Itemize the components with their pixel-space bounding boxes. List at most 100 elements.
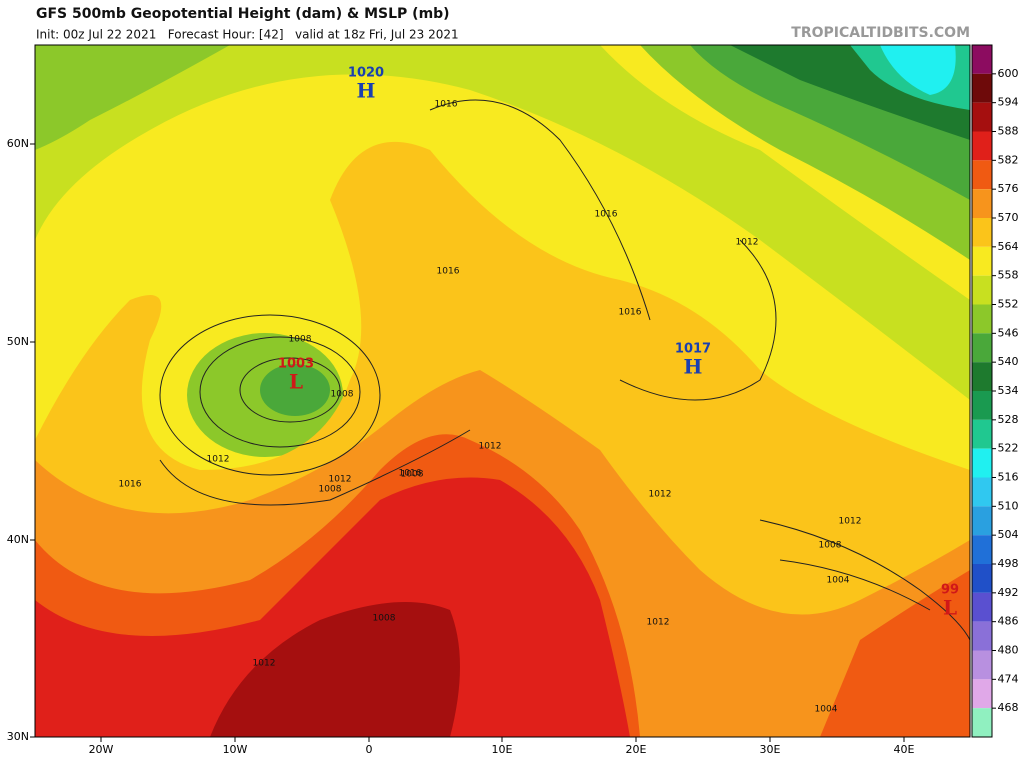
isobar-label: 1016 [619,308,642,318]
isobar-label: 1012 [647,618,670,628]
colorbar-swatch [972,708,992,737]
pressure-value: 1020 [348,66,384,81]
colorbar-swatch [972,477,992,507]
colorbar-swatch [972,679,992,709]
field-600 [210,602,460,737]
colorbar-label: 498 [998,557,1019,570]
colorbar-swatch [972,131,992,161]
isobar-label: 1012 [479,442,502,452]
colorbar-swatch [972,333,992,363]
pressure-symbol: H [357,79,376,103]
colorbar-swatch [972,218,992,247]
lat-label: 50N [7,335,29,348]
colorbar-label: 522 [998,442,1019,455]
colorbar-label: 582 [998,153,1019,166]
colorbar-label: 510 [998,499,1019,512]
isobar-label: 1012 [839,517,862,527]
colorbar-swatch [972,73,992,103]
isobar-label: 1004 [815,705,838,715]
low-field-558 [260,364,330,416]
isobar [239,357,341,423]
isobar-label: 1008 [319,485,342,495]
isobar-label: 1016 [435,100,458,110]
lat-label: 40N [7,533,29,546]
isobar [199,336,361,448]
subtitle: Init: 00z Jul 22 2021 Forecast Hour: [42… [36,28,459,42]
colorbar-swatch [972,564,992,593]
isobar-label: 1012 [253,659,276,669]
colorbar-swatch [972,304,992,334]
lat-label: 30N [7,730,29,743]
colorbar-swatch [972,102,992,132]
colorbar-swatch [972,275,992,305]
pressure-symbol: H [684,355,703,379]
isobar [429,99,651,321]
colorbar-swatch [972,448,992,478]
colorbar-label: 468 [998,701,1019,714]
pressure-value: 1017 [675,342,711,357]
colorbar-swatch [972,160,992,190]
isobar-label: 1012 [329,475,352,485]
isobar [619,239,777,401]
colorbar-label: 540 [998,355,1019,368]
isobar-label: 1008 [401,470,424,480]
colorbar-frame [971,44,993,738]
colorbar-label: 564 [998,240,1019,253]
colorbar-swatch [972,391,992,420]
colorbar-label: 504 [998,528,1019,541]
colorbar-swatch [972,506,992,536]
colorbar-swatch [972,246,992,276]
colorbar-label: 534 [998,384,1019,397]
isobar-label: 1008 [819,541,842,551]
colorbar-label: 600 [998,67,1019,80]
title: GFS 500mb Geopotential Height (dam) & MS… [36,6,450,22]
isobar-label: 1012 [207,455,230,465]
field-588-se [820,570,970,737]
isobar-label: 1008 [373,614,396,624]
colorbar-label: 474 [998,672,1019,685]
isobar-label: 1012 [649,490,672,500]
lon-label: 0 [366,743,373,756]
pressure-symbol: L [289,370,303,394]
lon-label: 40E [894,743,915,756]
field-558 [35,45,230,150]
colorbar-label: 594 [998,96,1019,109]
colorbar-label: 516 [998,471,1019,484]
lon-label: 10W [223,743,248,756]
isobar-label: 1016 [399,469,422,479]
colorbar-swatch [972,592,992,622]
field-534 [880,45,956,95]
colorbar-swatch [972,419,992,449]
colorbar-swatch [972,621,992,651]
colorbar-label: 480 [998,644,1019,657]
lon-label: 10E [492,743,513,756]
colorbar-label: 492 [998,586,1019,599]
isobar [159,314,381,476]
isobar-label: 1016 [437,267,460,277]
colorbar-swatch [972,189,992,218]
colorbar-label: 552 [998,298,1019,311]
lat-label: 60N [7,137,29,150]
lon-label: 20W [89,743,114,756]
colorbar-swatch [972,45,992,74]
map [35,45,970,737]
pressure-symbol: L [943,596,957,620]
colorbar-swatch [972,535,992,564]
pressure-value: 99 [941,583,959,598]
field-594 [35,477,630,737]
lon-label: 30E [760,743,781,756]
pressure-value: 1003 [278,357,314,372]
colorbar-swatch [972,362,992,391]
isobar-label: 1008 [331,390,354,400]
colorbar-label: 576 [998,182,1019,195]
isobar [779,559,931,611]
colorbar-label: 588 [998,125,1019,138]
isobar-label: 1016 [595,210,618,220]
colorbar-label: 486 [998,615,1019,628]
site-credit: TROPICALTIDBITS.COM [791,25,970,41]
isobar-label: 1012 [736,238,759,248]
colorbar-label: 558 [998,269,1019,282]
colorbar-label: 546 [998,326,1019,339]
